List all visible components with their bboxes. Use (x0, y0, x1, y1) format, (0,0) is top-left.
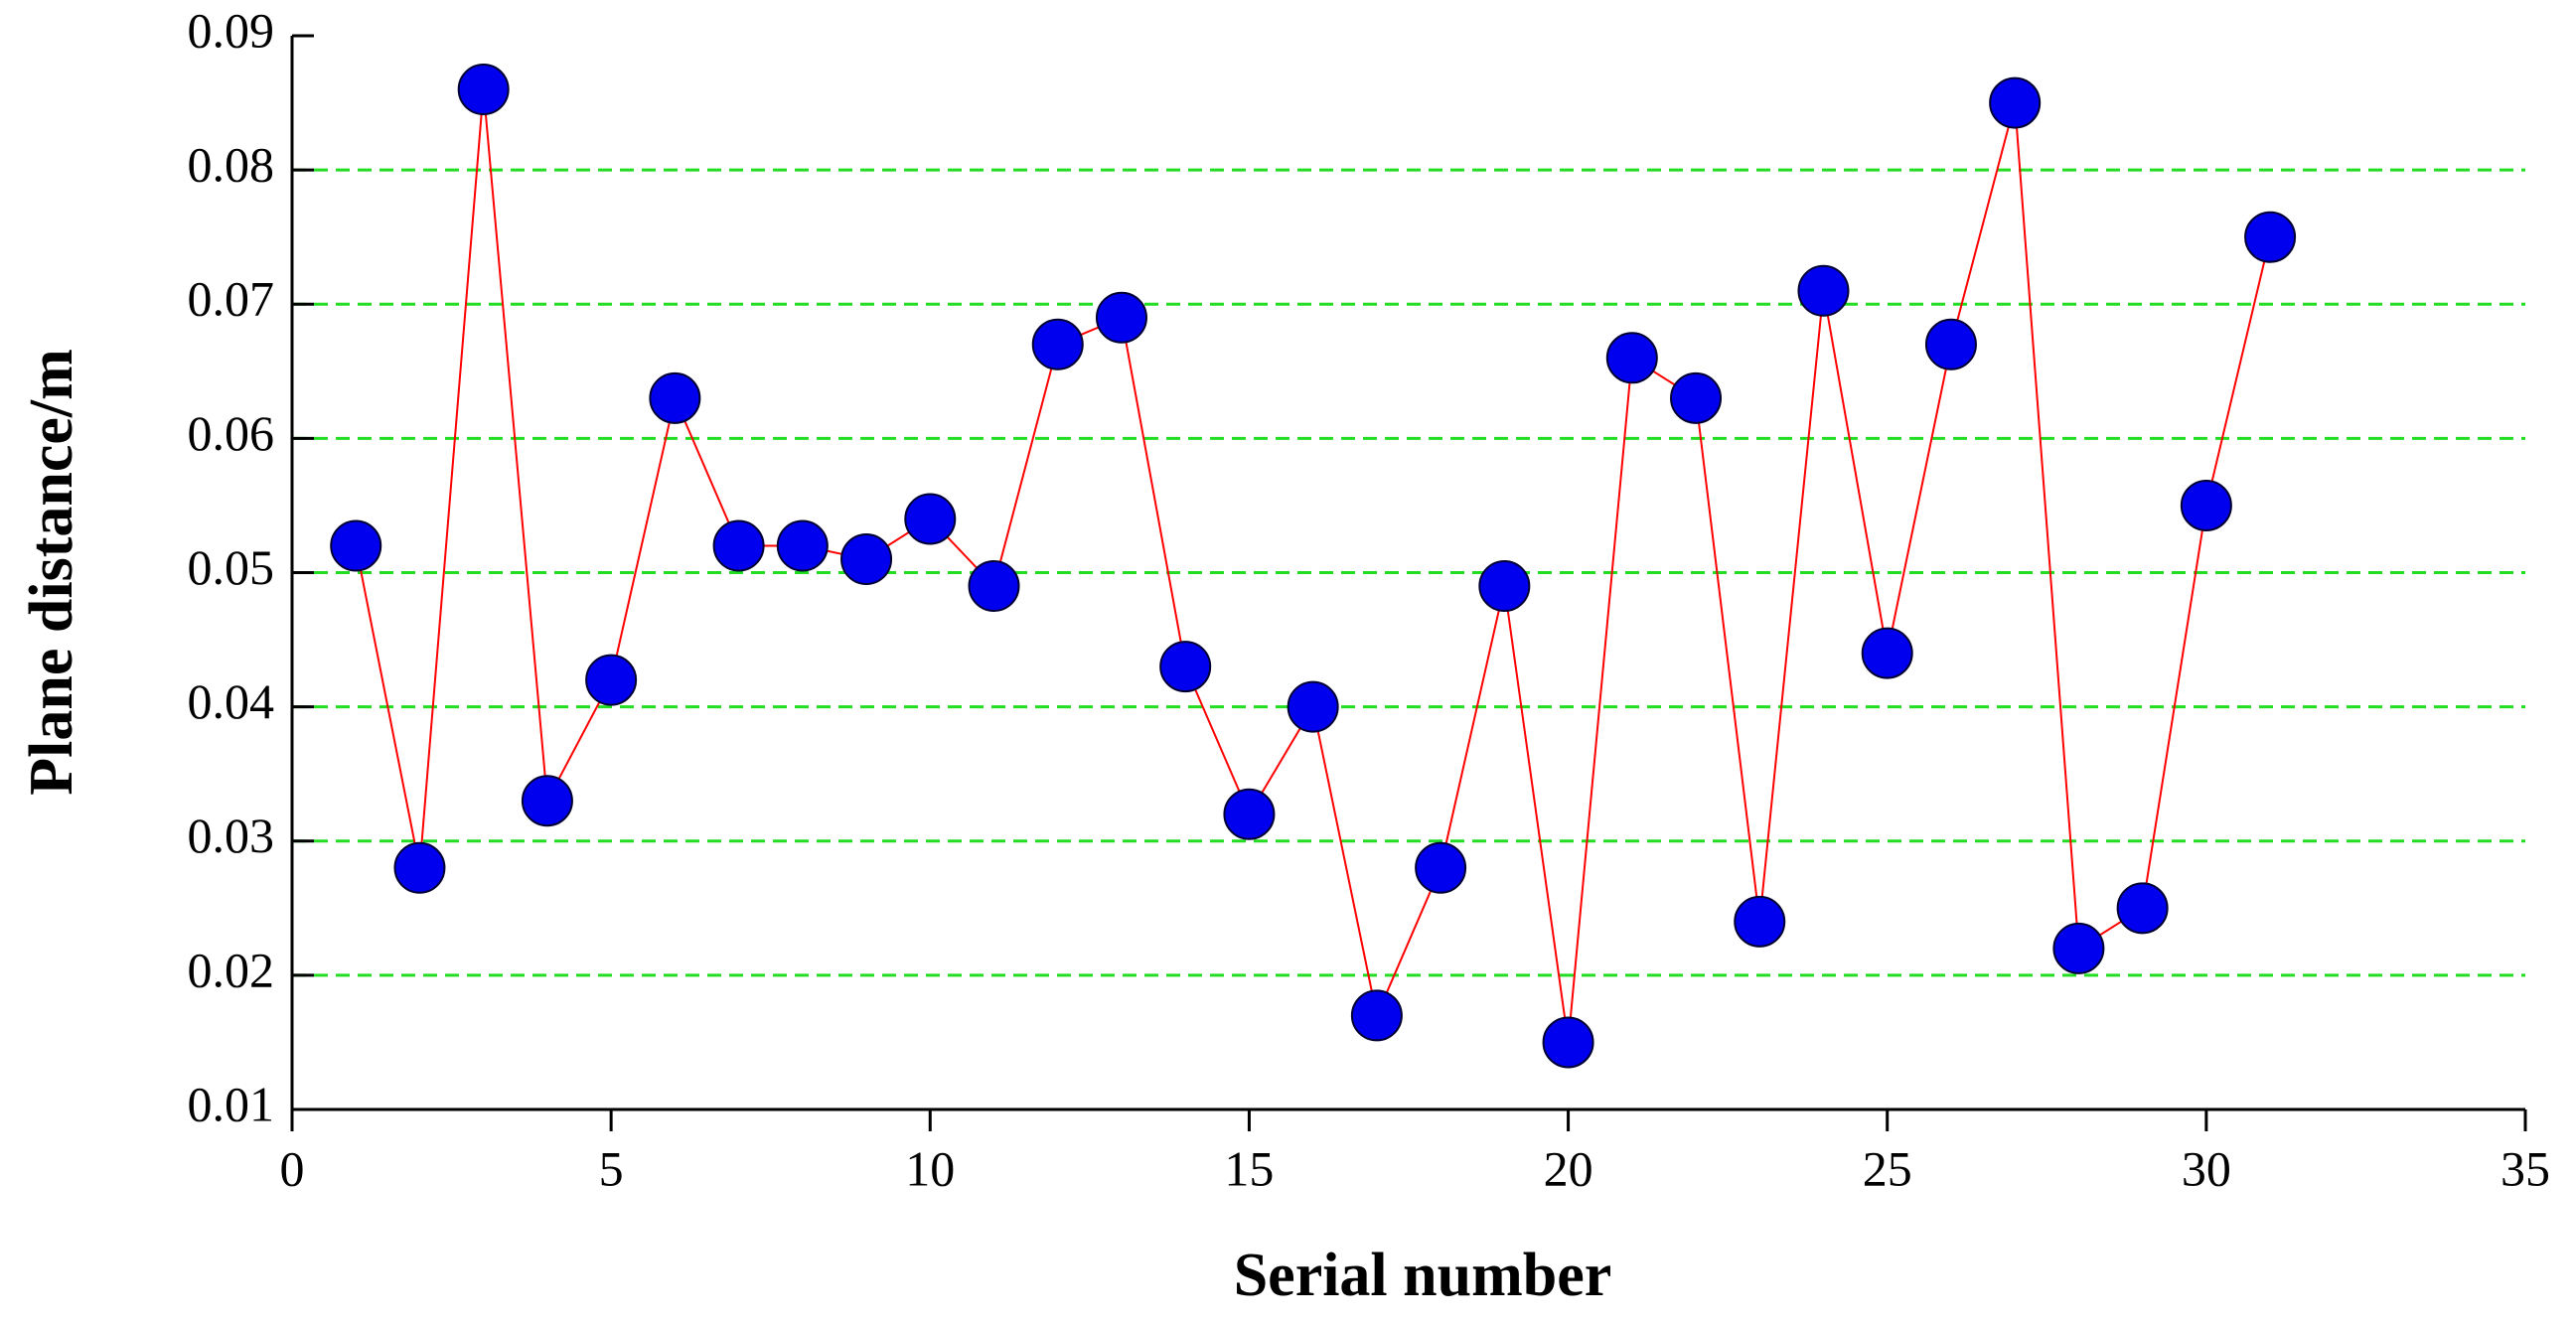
y-tick-label: 0.02 (188, 942, 275, 997)
y-tick-label: 0.03 (188, 808, 275, 863)
data-point (712, 519, 765, 572)
x-tick-label: 10 (905, 1140, 955, 1196)
data-point (1861, 627, 1913, 679)
data-point (904, 493, 957, 545)
data-point (1605, 332, 1658, 384)
data-point (1797, 264, 1850, 317)
data-point (585, 654, 638, 706)
y-tick-label: 0.04 (188, 673, 275, 729)
data-point (2244, 211, 2297, 263)
y-tick-label: 0.05 (188, 539, 275, 595)
data-point (330, 519, 382, 572)
data-point (1542, 1016, 1594, 1069)
data-point (776, 519, 829, 572)
data-point (1415, 841, 1467, 894)
y-tick-label: 0.07 (188, 271, 275, 327)
data-point (1159, 641, 1212, 693)
data-point (2116, 882, 2169, 935)
data-point (2052, 922, 2105, 974)
data-point (393, 841, 446, 894)
data-point (1734, 895, 1786, 948)
y-tick-label: 0.08 (188, 137, 275, 193)
data-point (840, 532, 893, 585)
data-point (1350, 989, 1403, 1042)
y-tick-label: 0.01 (188, 1076, 275, 1131)
data-point (521, 775, 573, 827)
series-line (355, 88, 2272, 1043)
y-axis-title: Plane distance/m (18, 349, 85, 795)
y-tick-label: 0.06 (188, 405, 275, 461)
x-tick-label: 15 (1224, 1140, 1274, 1196)
data-point (1478, 560, 1531, 613)
data-point (1031, 318, 1084, 370)
data-point (2180, 479, 2232, 531)
data-point (968, 560, 1020, 613)
x-tick-label: 0 (280, 1140, 305, 1196)
data-point (1287, 680, 1339, 733)
data-point (1989, 76, 2042, 129)
x-tick-label: 30 (2182, 1140, 2231, 1196)
x-axis-title: Serial number (1234, 1242, 1612, 1309)
data-point (1670, 371, 1723, 424)
x-tick-label: 35 (2500, 1140, 2550, 1196)
x-tick-label: 20 (1544, 1140, 1593, 1196)
data-point (1223, 788, 1276, 840)
y-tick-label: 0.09 (188, 2, 275, 58)
data-point (1095, 291, 1147, 344)
x-tick-label: 25 (1863, 1140, 1912, 1196)
x-tick-label: 5 (599, 1140, 624, 1196)
data-point (457, 64, 510, 116)
data-point (1924, 318, 1977, 370)
data-point (649, 371, 701, 424)
